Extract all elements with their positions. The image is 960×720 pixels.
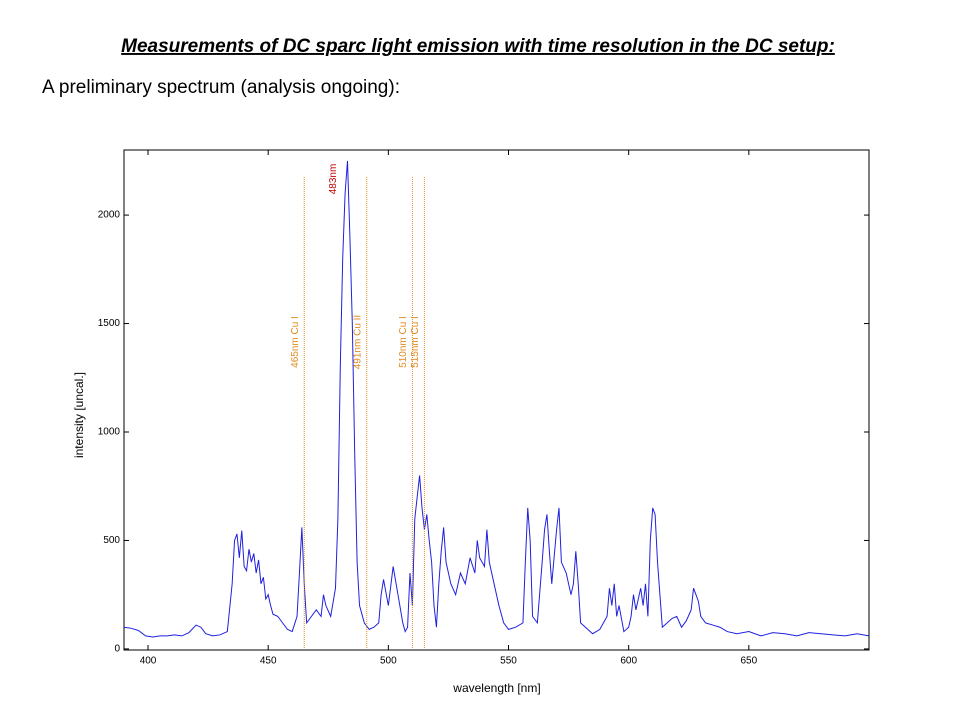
x-tick-label: 500 <box>380 656 397 667</box>
slide-title: Measurements of DC sparc light emission … <box>121 36 835 57</box>
y-axis-label: intensity [uncal.] <box>72 372 86 458</box>
x-axis-label: wavelength [nm] <box>452 681 540 695</box>
x-tick-label: 450 <box>260 656 277 667</box>
y-tick-label: 1000 <box>98 427 121 438</box>
annotation-label: 465nm Cu I <box>290 316 301 368</box>
y-tick-label: 2000 <box>98 210 121 221</box>
y-tick-label: 500 <box>103 535 120 546</box>
y-tick-label: 1500 <box>98 318 121 329</box>
x-tick-label: 550 <box>500 656 517 667</box>
annotation-label: 491nm Cu II <box>352 315 363 369</box>
plot-frame <box>123 149 870 651</box>
x-tick-label: 650 <box>740 656 757 667</box>
annotation-label: 510nm Cu I <box>398 316 409 368</box>
spectrum-line <box>123 160 870 638</box>
x-tick-label: 600 <box>620 656 637 667</box>
x-tick-label: 400 <box>140 656 157 667</box>
peak-label: 483nm <box>328 164 339 195</box>
subtitle: A preliminary spectrum (analysis ongoing… <box>42 77 400 98</box>
y-tick-label: 0 <box>114 644 120 655</box>
annotation-label: 515nm Cu I <box>410 316 421 368</box>
